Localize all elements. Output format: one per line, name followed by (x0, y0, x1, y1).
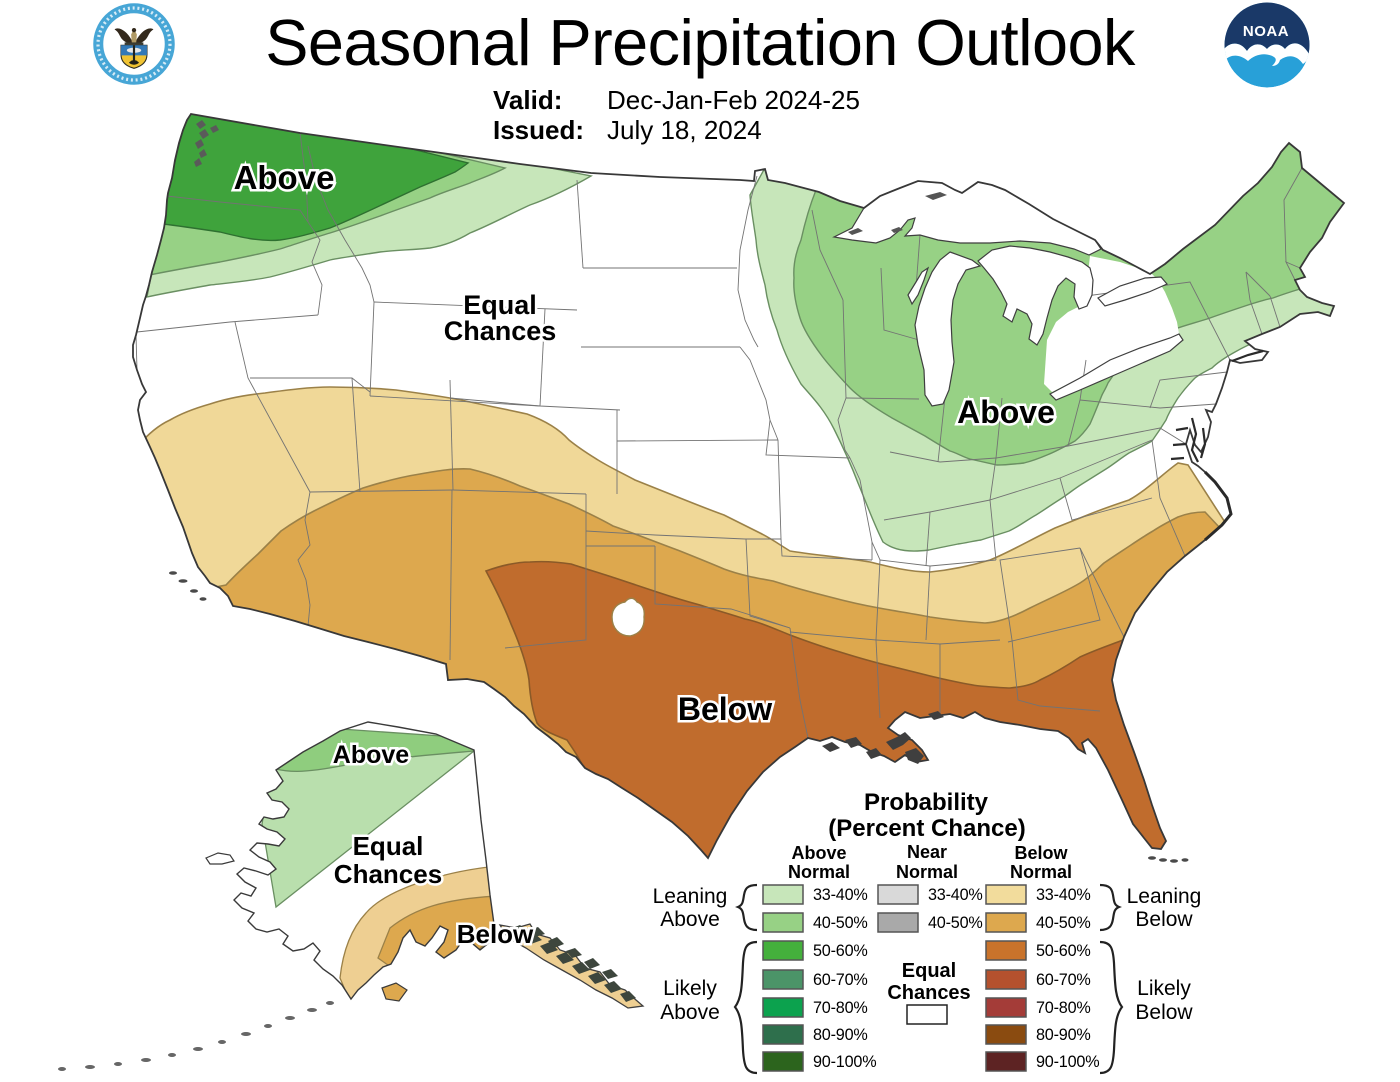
svg-text:40-50%: 40-50% (928, 914, 983, 932)
svg-text:Likely: Likely (1137, 977, 1191, 1000)
svg-text:Above: Above (660, 908, 720, 931)
svg-text:50-60%: 50-60% (1036, 942, 1091, 960)
svg-text:50-60%: 50-60% (813, 942, 868, 960)
svg-text:80-90%: 80-90% (813, 1026, 868, 1044)
svg-text:(Percent Chance): (Percent Chance) (828, 815, 1025, 842)
svg-text:60-70%: 60-70% (813, 971, 868, 989)
svg-text:Above: Above (660, 1001, 720, 1024)
svg-text:Leaning: Leaning (653, 885, 728, 908)
svg-text:Below: Below (678, 691, 772, 727)
svg-text:Valid:: Valid: (493, 85, 562, 115)
svg-text:Seasonal Precipitation Outlook: Seasonal Precipitation Outlook (265, 6, 1136, 79)
svg-text:60-70%: 60-70% (1036, 971, 1091, 989)
svg-text:90-100%: 90-100% (813, 1053, 876, 1071)
svg-text:Above: Above (333, 741, 410, 769)
svg-text:Equal: Equal (902, 960, 956, 982)
svg-text:40-50%: 40-50% (813, 914, 868, 932)
svg-text:Chances: Chances (444, 316, 557, 346)
svg-text:Below: Below (1135, 908, 1193, 931)
svg-text:Probability: Probability (864, 789, 989, 816)
svg-text:Below: Below (457, 919, 534, 949)
svg-text:70-80%: 70-80% (813, 999, 868, 1017)
svg-text:Dec-Jan-Feb 2024-25: Dec-Jan-Feb 2024-25 (607, 85, 860, 115)
svg-text:Above: Above (957, 394, 1055, 430)
svg-text:90-100%: 90-100% (1036, 1053, 1099, 1071)
svg-text:33-40%: 33-40% (1036, 886, 1091, 904)
svg-text:Equal: Equal (463, 290, 537, 320)
svg-text:Likely: Likely (663, 977, 717, 1000)
svg-text:Leaning: Leaning (1127, 885, 1202, 908)
svg-text:33-40%: 33-40% (928, 886, 983, 904)
svg-text:Normal: Normal (1010, 862, 1072, 882)
svg-text:Issued:: Issued: (493, 115, 584, 145)
svg-text:Below: Below (1014, 843, 1068, 863)
svg-text:33-40%: 33-40% (813, 886, 868, 904)
svg-text:Normal: Normal (788, 862, 850, 882)
svg-text:40-50%: 40-50% (1036, 914, 1091, 932)
svg-text:Above: Above (234, 159, 335, 196)
svg-text:Below: Below (1135, 1001, 1193, 1024)
svg-text:Normal: Normal (896, 862, 958, 882)
svg-text:Near: Near (907, 842, 947, 862)
svg-text:80-90%: 80-90% (1036, 1026, 1091, 1044)
svg-text:70-80%: 70-80% (1036, 999, 1091, 1017)
svg-text:July 18, 2024: July 18, 2024 (607, 115, 762, 145)
svg-text:Equal: Equal (353, 831, 424, 861)
svg-text:Above: Above (791, 843, 846, 863)
svg-text:Chances: Chances (334, 859, 442, 889)
svg-text:NOAA: NOAA (1243, 23, 1289, 40)
svg-text:Chances: Chances (887, 982, 970, 1004)
